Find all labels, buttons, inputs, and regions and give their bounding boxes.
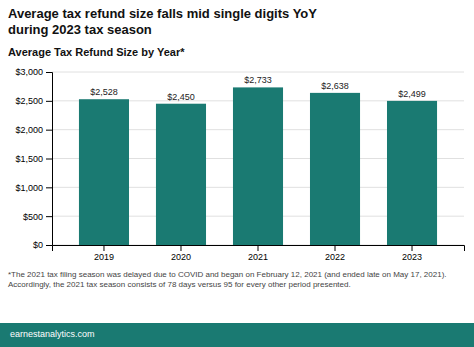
x-axis: 2019 2020 2021 2022 2023 — [53, 245, 465, 262]
tick: 2019 — [94, 245, 114, 262]
tick-mark — [180, 245, 181, 251]
tick: $2,500 — [15, 96, 52, 106]
bar — [310, 93, 360, 245]
tick-label: $1,000 — [15, 183, 43, 193]
axis-line — [53, 246, 465, 252]
subtitle: Average Tax Refund Size by Year* — [8, 46, 185, 58]
y-axis: $0 $500 $1,000 $1,500 $2,000 $2,500 $3,000 — [15, 67, 52, 250]
tick-label: $500 — [23, 212, 43, 222]
tick: $500 — [23, 212, 52, 222]
footer-text: earnestanalytics.com — [10, 329, 95, 339]
bar — [233, 87, 283, 245]
tick: $1,000 — [15, 183, 52, 193]
tick-label: 2023 — [402, 252, 422, 262]
bar — [79, 99, 129, 245]
tick-mark — [46, 245, 52, 246]
bar — [387, 101, 437, 245]
data-label: $2,638 — [321, 81, 349, 91]
tick-label: $2,500 — [15, 96, 43, 106]
tick-mark — [46, 187, 52, 188]
tick-mark — [46, 101, 52, 102]
data-label: $2,450 — [167, 92, 195, 102]
data-labels: $2,528 $2,450 $2,733 $2,638 $2,499 — [90, 75, 426, 101]
grid — [52, 72, 464, 245]
tick-label: 2022 — [325, 252, 345, 262]
data-label: $2,528 — [90, 87, 118, 97]
bars — [79, 87, 437, 245]
tick: $3,000 — [15, 67, 52, 77]
footnote: *The 2021 tax filing season was delayed … — [8, 270, 447, 289]
tick-label: 2021 — [248, 252, 268, 262]
tick-label: $1,500 — [15, 154, 43, 164]
footer-bar — [0, 323, 474, 347]
tick-mark — [258, 245, 259, 251]
tick: 2023 — [402, 245, 422, 262]
tick-label: $0 — [33, 240, 43, 250]
data-label: $2,499 — [398, 89, 426, 99]
tick: $0 — [33, 240, 52, 250]
bar — [156, 104, 206, 245]
tick-mark — [46, 159, 52, 160]
tick-mark — [46, 130, 52, 131]
plot: $2,528 $2,450 $2,733 $2,638 $2,499 $0 $500 $1,0… — [15, 67, 464, 262]
tick-mark — [103, 245, 104, 251]
tick-mark — [46, 216, 52, 217]
tick-label: $2,000 — [15, 125, 43, 135]
chart: Average tax refund size falls mid single… — [0, 0, 474, 347]
tick-mark — [46, 72, 52, 73]
tick: $2,000 — [15, 125, 52, 135]
grid-line — [52, 72, 464, 73]
title: Average tax refund size falls mid single… — [8, 6, 317, 37]
tick: $1,500 — [15, 154, 52, 164]
tick-label: 2020 — [171, 252, 191, 262]
tick: 2021 — [248, 245, 268, 262]
data-label: $2,733 — [244, 75, 272, 85]
tick: 2020 — [171, 245, 191, 262]
tick-label: 2019 — [94, 252, 114, 262]
axis-line — [46, 73, 53, 246]
tick-mark — [412, 245, 413, 251]
tick-label: $3,000 — [15, 67, 43, 77]
tick-mark — [335, 245, 336, 251]
tick: 2022 — [325, 245, 345, 262]
